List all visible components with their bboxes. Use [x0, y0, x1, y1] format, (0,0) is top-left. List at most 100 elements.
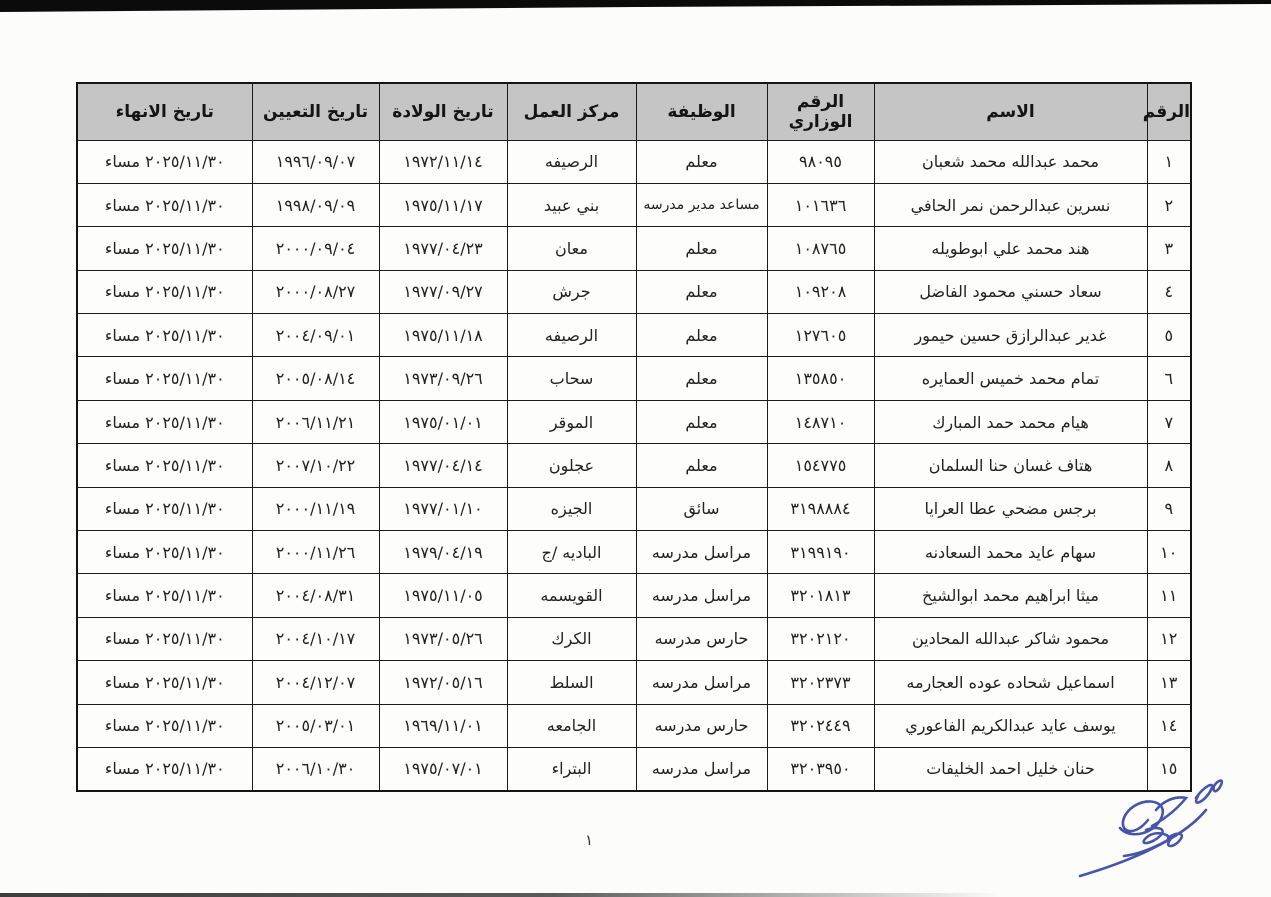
cell-ministry_number: ٣٢٠٣٩٥٠ — [766, 746, 875, 792]
cell-name: تمام محمد خميس العمايره — [873, 356, 1148, 401]
table-row: ١٣ اسماعيل شحاده عوده العجارمه ٣٢٠٢٣٧٣ مراس… — [76, 660, 1192, 705]
cell-birth_date: ١٩٧٩/٠٤/١٩ — [378, 530, 508, 575]
table-header: الرقم الاسم الرقم الوزاري الوظيفة مركز العمل… — [76, 82, 1192, 141]
cell-ministry_number: ٣٢٠١٨١٣ — [766, 573, 875, 618]
cell-seq: ٧ — [1146, 399, 1192, 445]
cell-job: معلم — [635, 269, 768, 315]
cell-hire_date: ٢٠٠٠/١١/١٩ — [251, 486, 380, 532]
cell-work_center: الباديه /ج — [506, 530, 637, 575]
cell-ministry_number: ٣١٩٩١٩٠ — [766, 530, 875, 575]
table-row: ٥ غدير عبدالرازق حسين حيمور ١٢٧٦٠٥ معلم الرص… — [76, 313, 1192, 358]
cell-birth_date: ١٩٧٣/٠٩/٢٦ — [378, 356, 508, 401]
column-header-job: الوظيفة — [635, 82, 768, 141]
cell-end_date: ٢٠٢٥/١١/٣٠ مساء — [76, 660, 253, 705]
column-header-seq: الرقم — [1143, 82, 1192, 141]
cell-end_date: ٢٠٢٥/١١/٣٠ مساء — [76, 703, 253, 748]
cell-seq: ٣ — [1146, 226, 1192, 271]
cell-birth_date: ١٩٧٥/٠١/٠١ — [378, 399, 508, 445]
cell-name: حنان خليل احمد الخليفات — [873, 746, 1148, 792]
cell-seq: ٨ — [1146, 443, 1192, 488]
cell-seq: ٢ — [1146, 182, 1192, 228]
cell-hire_date: ٢٠٠٠/١١/٢٦ — [251, 530, 380, 575]
cell-seq: ١١ — [1146, 573, 1192, 618]
cell-seq: ٩ — [1146, 486, 1192, 532]
cell-end_date: ٢٠٢٥/١١/٣٠ مساء — [76, 486, 253, 532]
cell-hire_date: ٢٠٠٦/١١/٢١ — [251, 399, 380, 445]
cell-hire_date: ٢٠٠٤/١٢/٠٧ — [251, 660, 380, 705]
cell-seq: ٦ — [1146, 356, 1192, 401]
cell-job: مراسل مدرسه — [635, 573, 768, 618]
staff-roster-table: الرقم الاسم الرقم الوزاري الوظيفة مركز العمل… — [76, 82, 1192, 792]
cell-ministry_number: ١٠١٦٣٦ — [766, 182, 875, 228]
cell-job: مراسل مدرسه — [635, 530, 768, 575]
column-header-end_date: تاريخ الانهاء — [76, 82, 253, 141]
cell-name: سعاد حسني محمود الفاضل — [873, 269, 1148, 315]
scan-edge-bottom — [0, 893, 1000, 897]
cell-name: نسرين عبدالرحمن نمر الحافي — [873, 182, 1148, 228]
cell-job: معلم — [635, 313, 768, 358]
cell-name: يوسف عايد عبدالكريم الفاعوري — [873, 703, 1148, 748]
cell-hire_date: ١٩٩٦/٠٩/٠٧ — [251, 139, 380, 184]
cell-end_date: ٢٠٢٥/١١/٣٠ مساء — [76, 616, 253, 662]
cell-work_center: الرصيفه — [506, 139, 637, 184]
cell-name: اسماعيل شحاده عوده العجارمه — [873, 660, 1148, 705]
cell-hire_date: ٢٠٠٠/٠٨/٢٧ — [251, 269, 380, 315]
cell-job: حارس مدرسه — [635, 703, 768, 748]
cell-work_center: عجلون — [506, 443, 637, 488]
scan-edge-top — [0, 0, 1271, 12]
cell-seq: ١٢ — [1146, 616, 1192, 662]
cell-work_center: معان — [506, 226, 637, 271]
cell-hire_date: ٢٠٠٤/٠٩/٠١ — [251, 313, 380, 358]
cell-seq: ١٤ — [1146, 703, 1192, 748]
table-row: ١١ ميثا ابراهيم محمد ابوالشيخ ٣٢٠١٨١٣ مراسل… — [76, 573, 1192, 618]
cell-seq: ٤ — [1146, 269, 1192, 315]
cell-ministry_number: ١٤٨٧١٠ — [766, 399, 875, 445]
cell-birth_date: ١٩٧٥/١١/١٧ — [378, 182, 508, 228]
cell-work_center: الرصيفه — [506, 313, 637, 358]
cell-job: مساعد مدير مدرسه — [635, 182, 768, 228]
cell-work_center: سحاب — [506, 356, 637, 401]
table-row: ١٤ يوسف عايد عبدالكريم الفاعوري ٣٢٠٢٤٤٩ حار… — [76, 703, 1192, 748]
cell-birth_date: ١٩٧٥/١١/٠٥ — [378, 573, 508, 618]
table-row: ١٢ محمود شاكر عبدالله المحادين ٣٢٠٢١٢٠ حارس… — [76, 616, 1192, 662]
cell-work_center: القويسمه — [506, 573, 637, 618]
cell-hire_date: ٢٠٠٤/٠٨/٣١ — [251, 573, 380, 618]
cell-job: مراسل مدرسه — [635, 746, 768, 792]
cell-seq: ١٣ — [1146, 660, 1192, 705]
cell-seq: ٥ — [1146, 313, 1192, 358]
table-row: ١٥ حنان خليل احمد الخليفات ٣٢٠٣٩٥٠ مراسل مد… — [76, 746, 1192, 792]
cell-birth_date: ١٩٧٥/١١/١٨ — [378, 313, 508, 358]
handwritten-signature — [1078, 779, 1224, 878]
cell-name: محمد عبدالله محمد شعبان — [873, 139, 1148, 184]
table-row: ٤ سعاد حسني محمود الفاضل ١٠٩٢٠٨ معلم جرش ١٩٧٧… — [76, 269, 1192, 315]
roster-table-container: الرقم الاسم الرقم الوزاري الوظيفة مركز العمل… — [76, 82, 1192, 792]
cell-ministry_number: ١٢٧٦٠٥ — [766, 313, 875, 358]
cell-hire_date: ٢٠٠٧/١٠/٢٢ — [251, 443, 380, 488]
cell-ministry_number: ٣٢٠٢٣٧٣ — [766, 660, 875, 705]
table-row: ٢ نسرين عبدالرحمن نمر الحافي ١٠١٦٣٦ مساعد م… — [76, 182, 1192, 228]
cell-job: مراسل مدرسه — [635, 660, 768, 705]
cell-end_date: ٢٠٢٥/١١/٣٠ مساء — [76, 399, 253, 445]
cell-name: هتاف غسان حنا السلمان — [873, 443, 1148, 488]
table-row: ١٠ سهام عايد محمد السعادنه ٣١٩٩١٩٠ مراسل مد… — [76, 530, 1192, 575]
cell-job: معلم — [635, 226, 768, 271]
cell-name: هند محمد علي ابوطويله — [873, 226, 1148, 271]
cell-ministry_number: ١٠٨٧٦٥ — [766, 226, 875, 271]
cell-hire_date: ٢٠٠٥/٠٣/٠١ — [251, 703, 380, 748]
cell-birth_date: ١٩٧٥/٠٧/٠١ — [378, 746, 508, 792]
cell-work_center: البتراء — [506, 746, 637, 792]
cell-end_date: ٢٠٢٥/١١/٣٠ مساء — [76, 139, 253, 184]
cell-hire_date: ١٩٩٨/٠٩/٠٩ — [251, 182, 380, 228]
cell-birth_date: ١٩٧٧/٠٤/١٤ — [378, 443, 508, 488]
cell-birth_date: ١٩٧٢/٠٥/١٦ — [378, 660, 508, 705]
cell-job: معلم — [635, 356, 768, 401]
cell-work_center: الموقر — [506, 399, 637, 445]
cell-ministry_number: ١٥٤٧٧٥ — [766, 443, 875, 488]
cell-ministry_number: ٣٢٠٢٤٤٩ — [766, 703, 875, 748]
cell-seq: ١ — [1146, 139, 1192, 184]
cell-work_center: بني عبيد — [506, 182, 637, 228]
cell-birth_date: ١٩٧٧/٠١/١٠ — [378, 486, 508, 532]
cell-end_date: ٢٠٢٥/١١/٣٠ مساء — [76, 182, 253, 228]
table-row: ٦ تمام محمد خميس العمايره ١٣٥٨٥٠ معلم سحاب ١٩… — [76, 356, 1192, 401]
